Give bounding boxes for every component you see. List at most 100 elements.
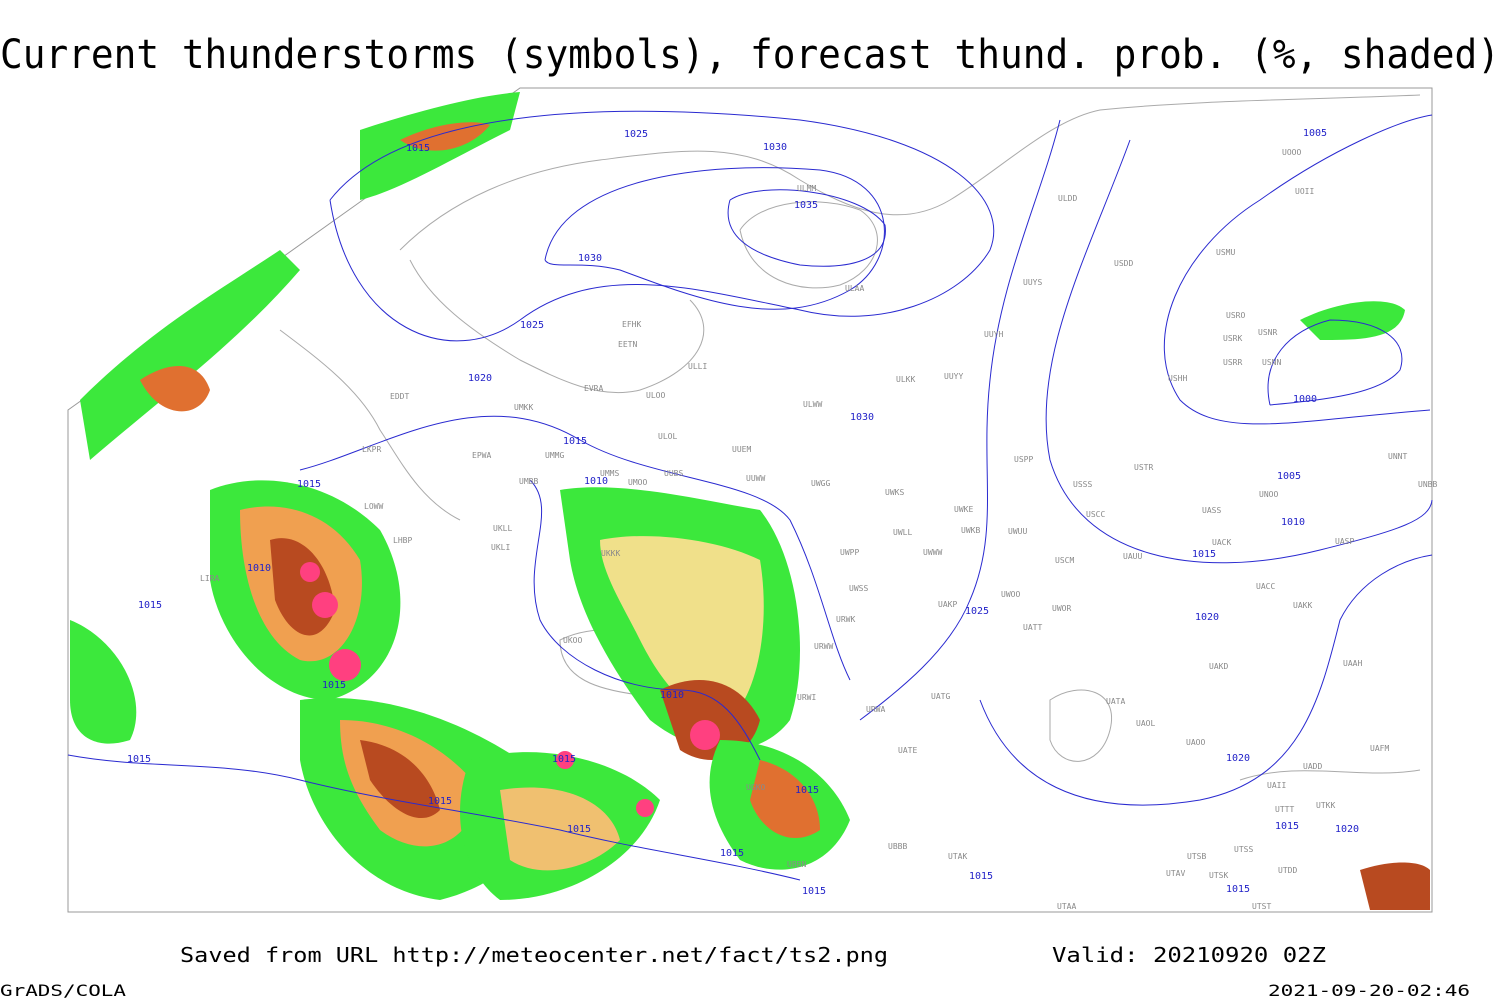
station-label: LKPR — [362, 445, 381, 454]
isobar-label: 1030 — [763, 142, 787, 153]
isobar-label: 1015 — [138, 600, 162, 611]
station-label: EDDT — [390, 392, 409, 401]
station-label: USRK — [1223, 334, 1242, 343]
station-label: ULOL — [658, 432, 677, 441]
isobar-label: 1015 — [720, 848, 744, 859]
station-label: EVRA — [584, 384, 603, 393]
station-label: UKKK — [601, 549, 620, 558]
isobar-label: 1015 — [428, 796, 452, 807]
station-label: UASS — [1202, 506, 1221, 515]
station-label: UTAK — [948, 852, 967, 861]
station-label: UAKP — [938, 600, 957, 609]
station-label: ULAA — [845, 284, 864, 293]
station-label: UTSK — [1209, 871, 1228, 880]
station-label: USSS — [1073, 480, 1092, 489]
station-label: USRR — [1223, 358, 1242, 367]
isobar-label: 1025 — [624, 129, 648, 140]
station-label: UATT — [1023, 623, 1042, 632]
isobar-label: 1015 — [322, 680, 346, 691]
station-label: UWUU — [1008, 527, 1027, 536]
station-label: ULDD — [1058, 194, 1077, 203]
station-label: URWK — [836, 615, 855, 624]
station-label: UACK — [1212, 538, 1231, 547]
station-label: UAKK — [1293, 601, 1312, 610]
station-label: UMMG — [545, 451, 564, 460]
station-label: UUYH — [984, 330, 1003, 339]
station-label: UTAA — [1057, 902, 1076, 911]
station-label: UWKB — [961, 526, 980, 535]
station-label: USDD — [1114, 259, 1133, 268]
station-label: UMMS — [600, 469, 619, 478]
station-label: UTSS — [1234, 845, 1253, 854]
station-label: UOII — [1295, 187, 1314, 196]
station-label: USMU — [1216, 248, 1235, 257]
isobar-label: 1015 — [127, 754, 151, 765]
station-label: UWOO — [1001, 590, 1020, 599]
station-label: UAOL — [1136, 719, 1155, 728]
station-label: USRO — [1226, 311, 1245, 320]
station-label: ULLI — [688, 362, 707, 371]
station-label: UUEM — [732, 445, 751, 454]
isobar-label: 1020 — [1226, 753, 1250, 764]
station-label: UTSB — [1187, 852, 1206, 861]
station-label: UNBB — [1418, 480, 1437, 489]
station-label: EETN — [618, 340, 637, 349]
station-label: UMKK — [514, 403, 533, 412]
station-label: UKOO — [563, 636, 582, 645]
station-label: UWKS — [885, 488, 904, 497]
station-label: UNNT — [1388, 452, 1407, 461]
thunderstorm-probability-shading — [70, 92, 1430, 910]
station-label: USCC — [1086, 510, 1105, 519]
station-label: URWA — [866, 705, 885, 714]
station-label: ULKK — [896, 375, 915, 384]
isobar-label: 1015 — [1275, 821, 1299, 832]
isobar-label: 1000 — [1293, 394, 1317, 405]
station-label: URWI — [797, 693, 816, 702]
isobar-label: 1010 — [247, 563, 271, 574]
station-label: UWLL — [893, 528, 912, 537]
station-label: UATG — [931, 692, 950, 701]
station-label: UWKE — [954, 505, 973, 514]
station-label: USTR — [1134, 463, 1153, 472]
station-label: UGKO — [746, 783, 765, 792]
isobar-label: 1010 — [1281, 517, 1305, 528]
station-label: UASP — [1335, 537, 1354, 546]
isobar-label: 1015 — [1226, 884, 1250, 895]
isobar-label: 1015 — [406, 143, 430, 154]
isobar-label: 1015 — [802, 886, 826, 897]
station-label: UAFM — [1370, 744, 1389, 753]
station-label: UWGG — [811, 479, 830, 488]
station-label: UBBB — [888, 842, 907, 851]
station-label: UUBS — [664, 469, 683, 478]
station-label: USHH — [1168, 374, 1187, 383]
station-label: UMOO — [628, 478, 647, 487]
station-label: UTKK — [1316, 801, 1335, 810]
station-label: ULMM — [797, 184, 816, 193]
station-label: LOWW — [364, 502, 383, 511]
station-label: USNR — [1258, 328, 1277, 337]
station-label: URWW — [814, 642, 833, 651]
isobar-label: 1015 — [297, 479, 321, 490]
isobar-label: 1015 — [552, 754, 576, 765]
station-label: USPP — [1014, 455, 1033, 464]
isobar-label: 1015 — [567, 824, 591, 835]
station-label: UATE — [898, 746, 917, 755]
station-label: USNN — [1262, 358, 1281, 367]
station-label: UWWW — [923, 548, 942, 557]
isobar-label: 1005 — [1303, 128, 1327, 139]
isobar-label: 1030 — [578, 253, 602, 264]
station-label: UWPP — [840, 548, 859, 557]
station-label: UNOO — [1259, 490, 1278, 499]
station-label: UBBN — [787, 860, 806, 869]
isobar-label: 1005 — [1277, 471, 1301, 482]
station-label: UTST — [1252, 902, 1271, 911]
station-label: UADD — [1303, 762, 1322, 771]
map-title: Current thunderstorms (symbols), forecas… — [0, 32, 1500, 78]
isobar-label: 1015 — [1192, 549, 1216, 560]
isobar-label: 1015 — [969, 871, 993, 882]
station-label: UOOO — [1282, 148, 1301, 157]
isobar-label: 1030 — [850, 412, 874, 423]
station-label: UAKD — [1209, 662, 1228, 671]
station-label: ULWW — [803, 400, 822, 409]
